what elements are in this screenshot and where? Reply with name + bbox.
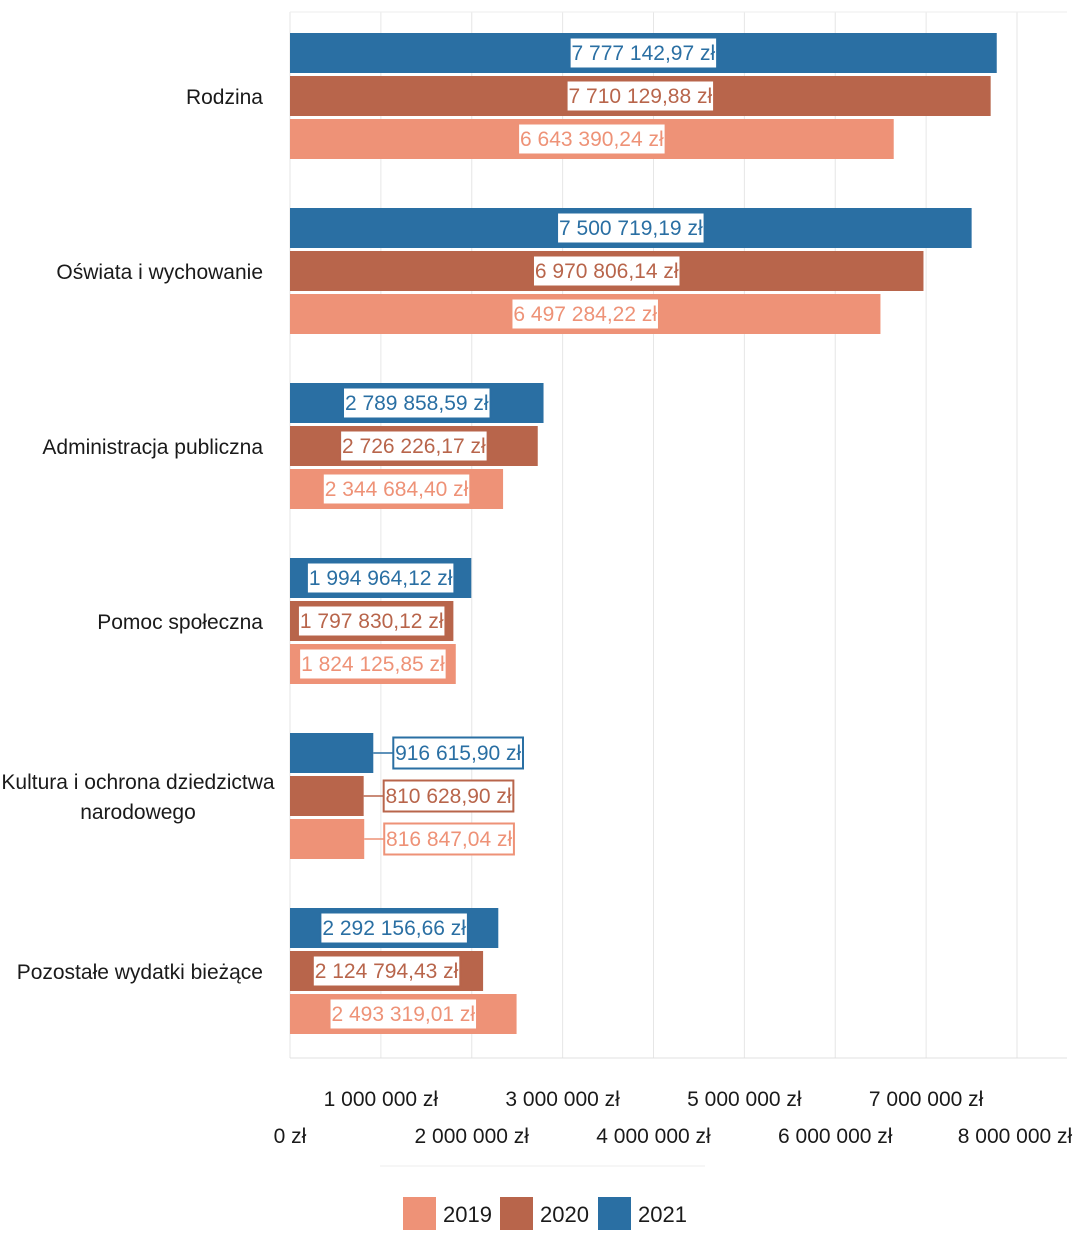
data-label-box (342, 386, 492, 420)
bar-2020 (290, 776, 364, 816)
x-tick-label: 7 000 000 zł (869, 1088, 984, 1111)
data-label: 7 777 142,97 zł (572, 42, 716, 65)
data-label: 7 710 129,88 zł (569, 85, 713, 108)
x-tick-label: 8 000 000 zł (958, 1125, 1073, 1148)
data-label-box (328, 997, 479, 1031)
category-label: Oświata i wychowanie (56, 261, 263, 284)
data-label-box (510, 297, 660, 331)
data-label-box (531, 254, 682, 288)
category-label: Pozostałe wydatki bieżące (17, 961, 263, 984)
legend-swatch (403, 1197, 436, 1230)
legend-label: 2019 (443, 1202, 492, 1227)
data-label: 2 344 684,40 zł (325, 478, 469, 501)
legend-swatch (500, 1197, 533, 1230)
data-label-box (296, 604, 447, 638)
legend-item: 2021 (598, 1197, 687, 1230)
data-label-box (319, 911, 469, 945)
data-label: 2 789 858,59 zł (345, 392, 489, 415)
data-label-box (392, 736, 524, 770)
x-tick-label: 1 000 000 zł (324, 1088, 439, 1111)
legend-swatch (598, 1197, 631, 1230)
data-label-box (556, 211, 706, 245)
data-label: 2 726 226,17 zł (342, 435, 486, 458)
bar-2021 (290, 733, 374, 773)
x-tick-label: 6 000 000 zł (778, 1125, 893, 1148)
x-tick-label: 4 000 000 zł (596, 1125, 711, 1148)
data-label-box (382, 779, 515, 813)
data-label-box (517, 122, 667, 156)
x-tick-label: 2 000 000 zł (415, 1125, 530, 1148)
legend-label: 2021 (638, 1202, 687, 1227)
data-label-box (565, 79, 716, 113)
data-label: 916 615,90 zł (395, 742, 521, 765)
data-label-box (339, 429, 489, 463)
legend-item: 2020 (500, 1197, 589, 1230)
data-label-box (298, 647, 448, 681)
data-label-box (321, 472, 472, 506)
category-label: Rodzina (186, 86, 263, 109)
data-label: 810 628,90 zł (385, 785, 511, 808)
x-tick-label: 0 zł (274, 1125, 307, 1148)
data-label: 7 500 719,19 zł (559, 217, 703, 240)
x-tick-label: 3 000 000 zł (505, 1088, 620, 1111)
bar-2019 (290, 819, 365, 859)
data-label: 1 994 964,12 zł (309, 567, 453, 590)
data-label: 6 643 390,24 zł (520, 128, 664, 151)
data-label: 6 970 806,14 zł (535, 260, 679, 283)
data-label-box (568, 36, 719, 70)
data-label: 2 292 156,66 zł (322, 917, 466, 940)
data-label: 1 797 830,12 zł (300, 610, 444, 633)
legend-item: 2019 (403, 1197, 492, 1230)
data-label: 2 493 319,01 zł (331, 1003, 475, 1026)
x-tick-label: 5 000 000 zł (687, 1088, 802, 1111)
data-label: 1 824 125,85 zł (301, 653, 445, 676)
data-label-box (383, 822, 515, 856)
category-label: narodowego (80, 801, 196, 824)
category-label: Administracja publiczna (42, 436, 263, 459)
data-label: 816 847,04 zł (386, 828, 512, 851)
category-label: Pomoc społeczna (97, 611, 263, 634)
category-label: Kultura i ochrona dziedzictwa (1, 771, 274, 794)
data-label-box (305, 561, 456, 595)
data-label: 2 124 794,43 zł (315, 960, 459, 983)
data-label: 6 497 284,22 zł (513, 303, 657, 326)
data-label-box (311, 954, 462, 988)
legend-label: 2020 (540, 1202, 589, 1227)
